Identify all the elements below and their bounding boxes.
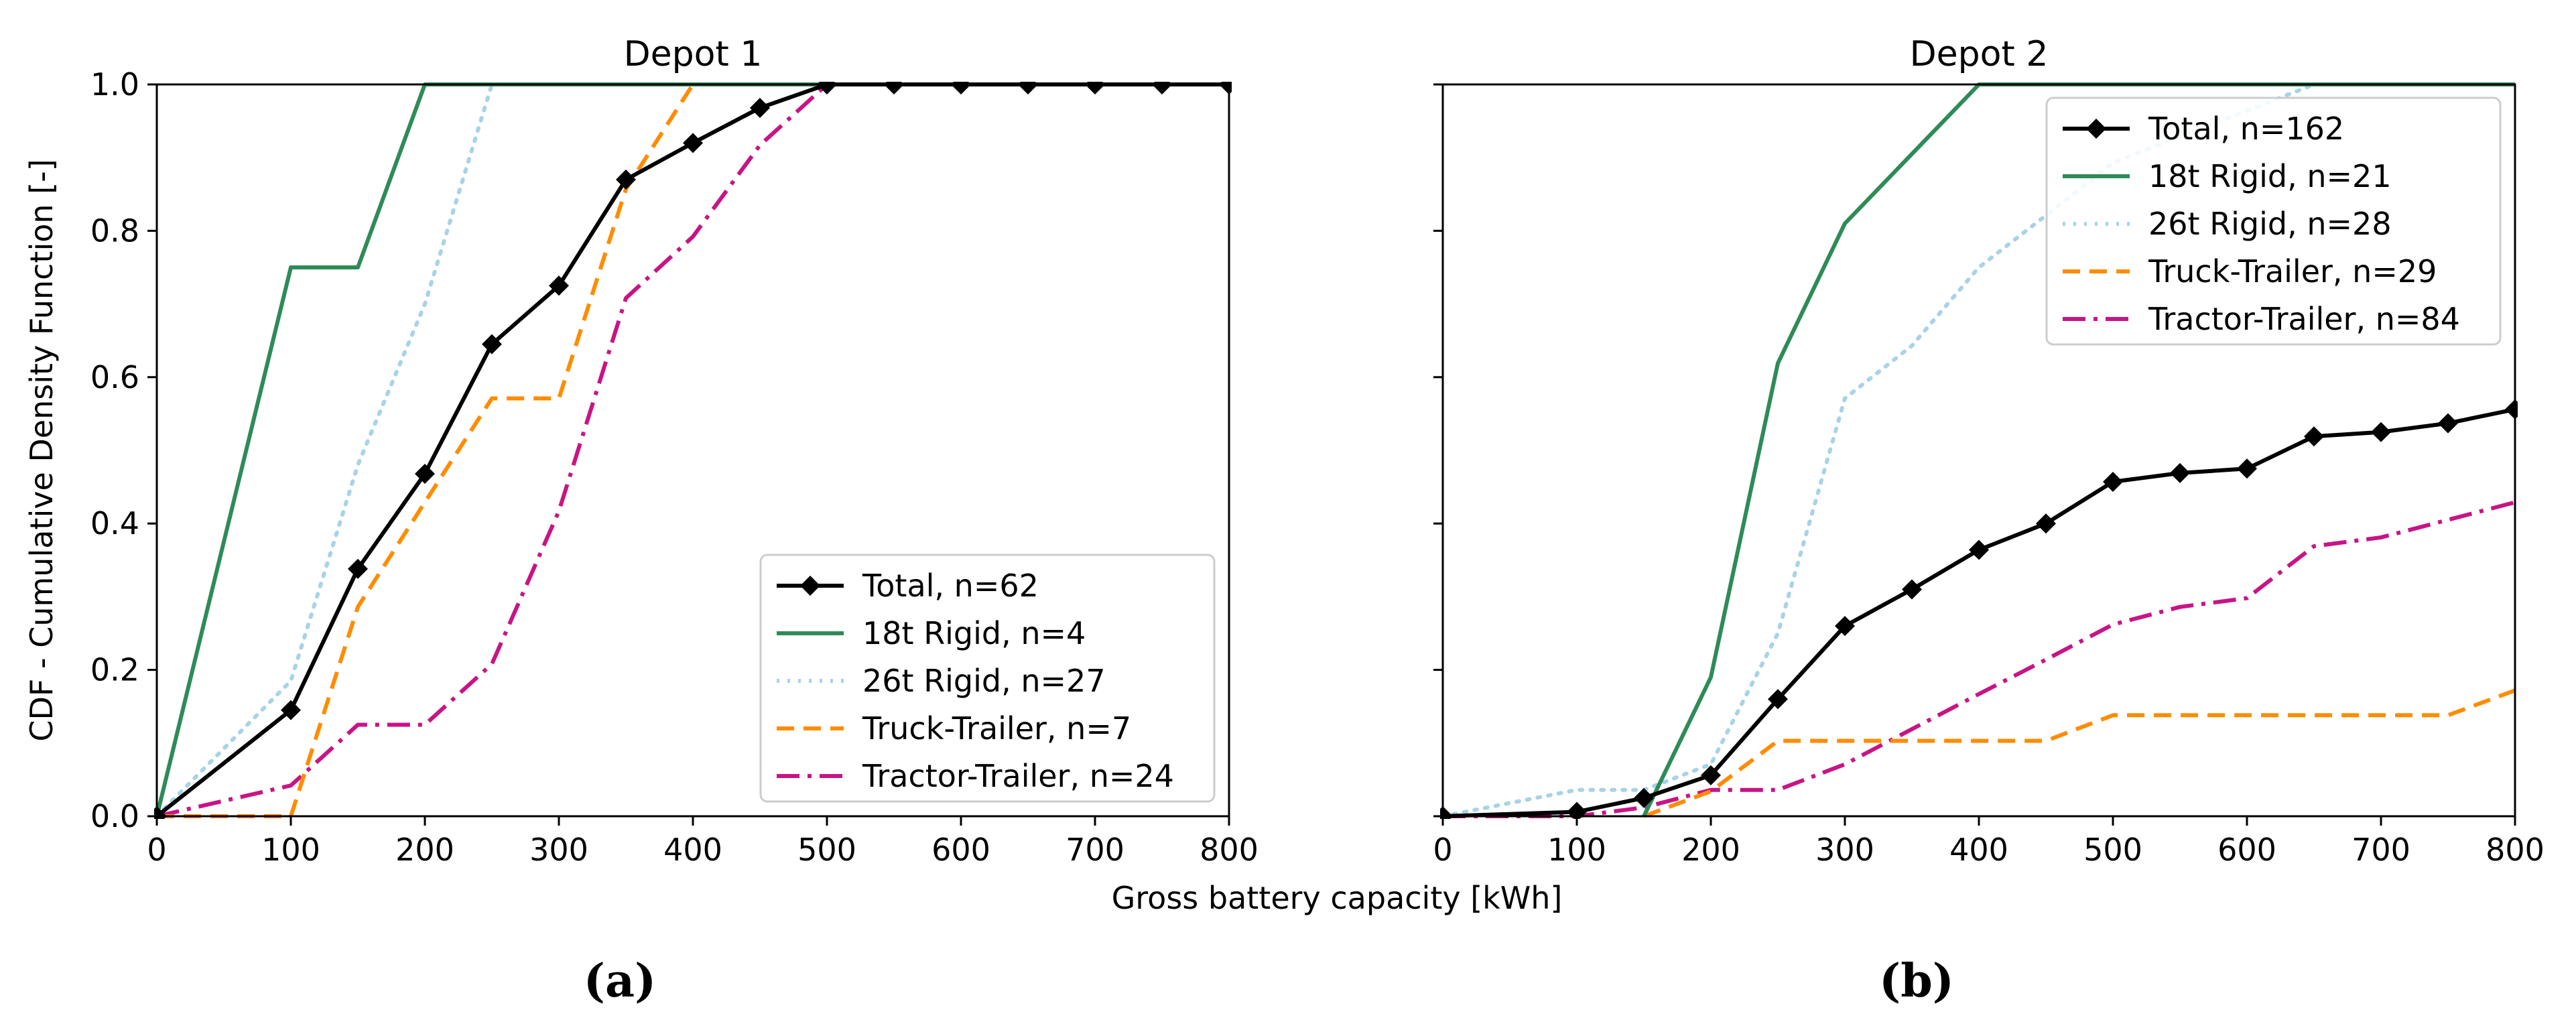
data-point-total xyxy=(750,97,770,118)
legend-entry-total: Total, n=62 xyxy=(862,568,1039,604)
legend-entry-tractor: Tractor-Trailer, n=24 xyxy=(862,758,1174,794)
data-point-total xyxy=(1835,616,1855,637)
legend-entry-rigid26: 26t Rigid, n=27 xyxy=(862,663,1106,699)
legend-box xyxy=(2045,97,2502,346)
x-axis-label: Gross battery capacity [kWh] xyxy=(1112,880,1563,916)
legend: Total, n=162 18t Rigid, n=21 26t Rigid, n=… xyxy=(2045,97,2502,346)
x-tick-label: 400 xyxy=(663,832,722,868)
data-point-total xyxy=(281,700,301,720)
y-tick-label: 0.0 xyxy=(90,798,139,834)
series-line-truck xyxy=(1643,688,2516,818)
legend-box xyxy=(759,554,1216,803)
data-point-total xyxy=(415,463,435,484)
legend-marker-total xyxy=(800,576,820,596)
chart-title: Depot 2 xyxy=(1910,34,2049,74)
data-point-total xyxy=(1768,689,1788,710)
x-tick-label: 700 xyxy=(2352,832,2410,868)
legend-entry-rigid26: 26t Rigid, n=28 xyxy=(2148,206,2392,242)
data-point-total xyxy=(1902,579,1922,600)
data-point-total xyxy=(2371,422,2391,442)
data-point-total xyxy=(2237,458,2257,479)
y-tick-label: 1.0 xyxy=(90,66,139,103)
x-tick-label: 600 xyxy=(931,832,990,868)
data-point-total xyxy=(2304,426,2324,447)
x-tick-label: 0 xyxy=(1433,832,1452,868)
x-tick-label: 700 xyxy=(1066,832,1124,868)
x-tick-label: 100 xyxy=(261,832,320,868)
axes-frame xyxy=(155,83,1230,818)
y-tick-label: 0.6 xyxy=(90,359,139,395)
x-tick-label: 800 xyxy=(1200,832,1259,868)
data-point-total xyxy=(482,334,502,355)
x-tick-label: 500 xyxy=(797,832,856,868)
data-point-total xyxy=(616,169,636,190)
x-tick-label: 600 xyxy=(2217,832,2276,868)
x-tick-label: 200 xyxy=(1681,832,1740,868)
series-line-total xyxy=(1442,407,2516,818)
x-tick-label: 100 xyxy=(1547,832,1606,868)
data-point-total xyxy=(683,133,703,153)
series-line-tractor xyxy=(1443,500,2516,818)
panel-label: (b) xyxy=(1879,954,1954,1008)
y-tick-label: 0.8 xyxy=(90,212,139,249)
series-line-truck xyxy=(157,82,1229,818)
data-point-total xyxy=(2103,471,2123,492)
legend-entry-total: Total, n=162 xyxy=(2148,111,2344,147)
data-point-total xyxy=(1701,765,1721,785)
x-tick-label: 800 xyxy=(2486,832,2545,868)
y-axis-label: CDF - Cumulative Density Function [-] xyxy=(23,159,60,741)
x-tick-label: 400 xyxy=(1949,832,2008,868)
legend-entry-truck: Truck-Trailer, n=7 xyxy=(862,710,1131,747)
legend-entry-tractor: Tractor-Trailer, n=84 xyxy=(2148,301,2460,337)
data-point-total xyxy=(2170,462,2190,483)
data-point-total xyxy=(1567,801,1587,819)
data-point-total xyxy=(348,558,368,579)
axes-frame xyxy=(1441,83,2516,818)
data-point-total xyxy=(2036,513,2056,534)
panel-a: Depot 1 0 100 200 300 400 500 600 700 800 0.0 0.2 0.… xyxy=(90,34,1259,1008)
data-point-total xyxy=(1969,539,1989,560)
panel-b: Depot 2 0 100 200 300 400 500 600 700 800 Total, n… xyxy=(1433,34,2545,1008)
data-point-total xyxy=(2438,413,2458,434)
x-tick-label: 300 xyxy=(529,832,588,868)
legend-marker-total xyxy=(2086,119,2106,139)
legend-entry-rigid18: 18t Rigid, n=4 xyxy=(862,615,1086,651)
x-tick-label: 200 xyxy=(395,832,454,868)
x-tick-label: 0 xyxy=(147,832,166,868)
y-tick-label: 0.2 xyxy=(90,652,139,688)
chart-title: Depot 1 xyxy=(624,34,763,74)
legend: Total, n=62 18t Rigid, n=4 26t Rigid, n=27… xyxy=(759,554,1216,803)
y-tick-label: 0.4 xyxy=(90,505,139,541)
x-tick-label: 300 xyxy=(1815,832,1874,868)
legend-entry-truck: Truck-Trailer, n=29 xyxy=(2148,253,2437,290)
x-tick-label: 500 xyxy=(2083,832,2142,868)
data-point-total xyxy=(1634,787,1654,808)
data-point-total xyxy=(549,275,569,296)
legend-entry-rigid18: 18t Rigid, n=21 xyxy=(2148,158,2392,194)
panel-label: (a) xyxy=(584,954,656,1008)
